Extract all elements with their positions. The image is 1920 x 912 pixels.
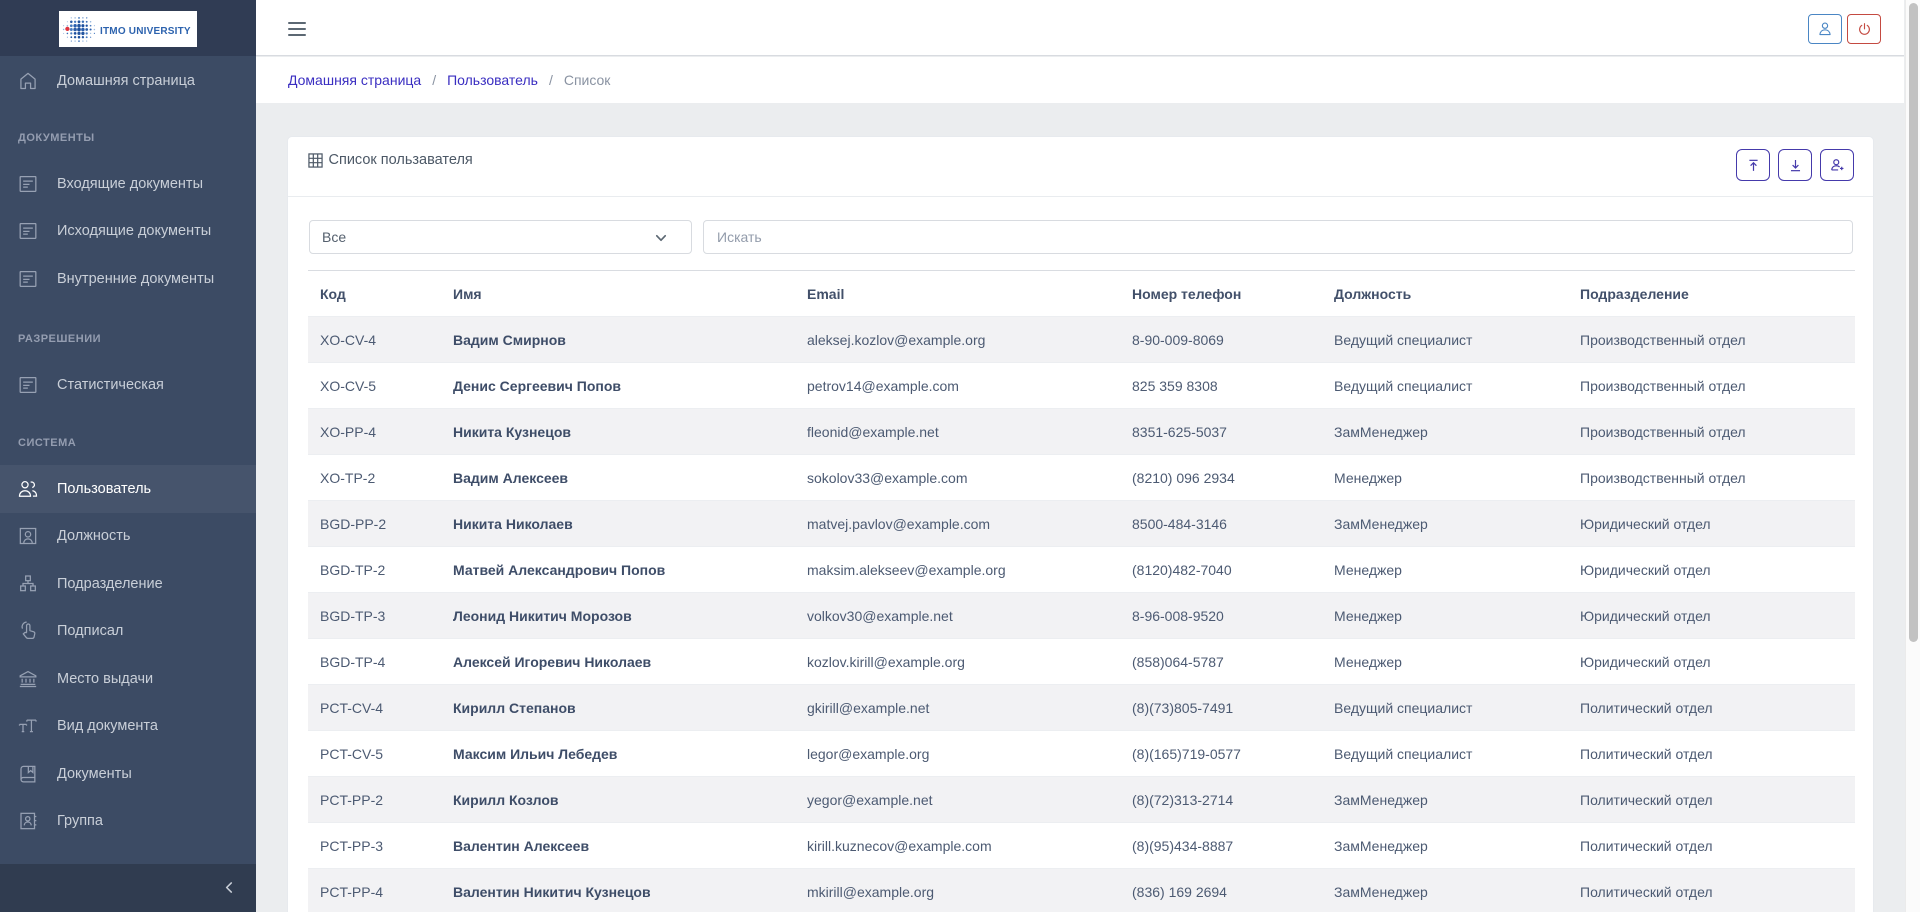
svg-text:ITMO UNIVERSITY: ITMO UNIVERSITY [100, 26, 191, 37]
